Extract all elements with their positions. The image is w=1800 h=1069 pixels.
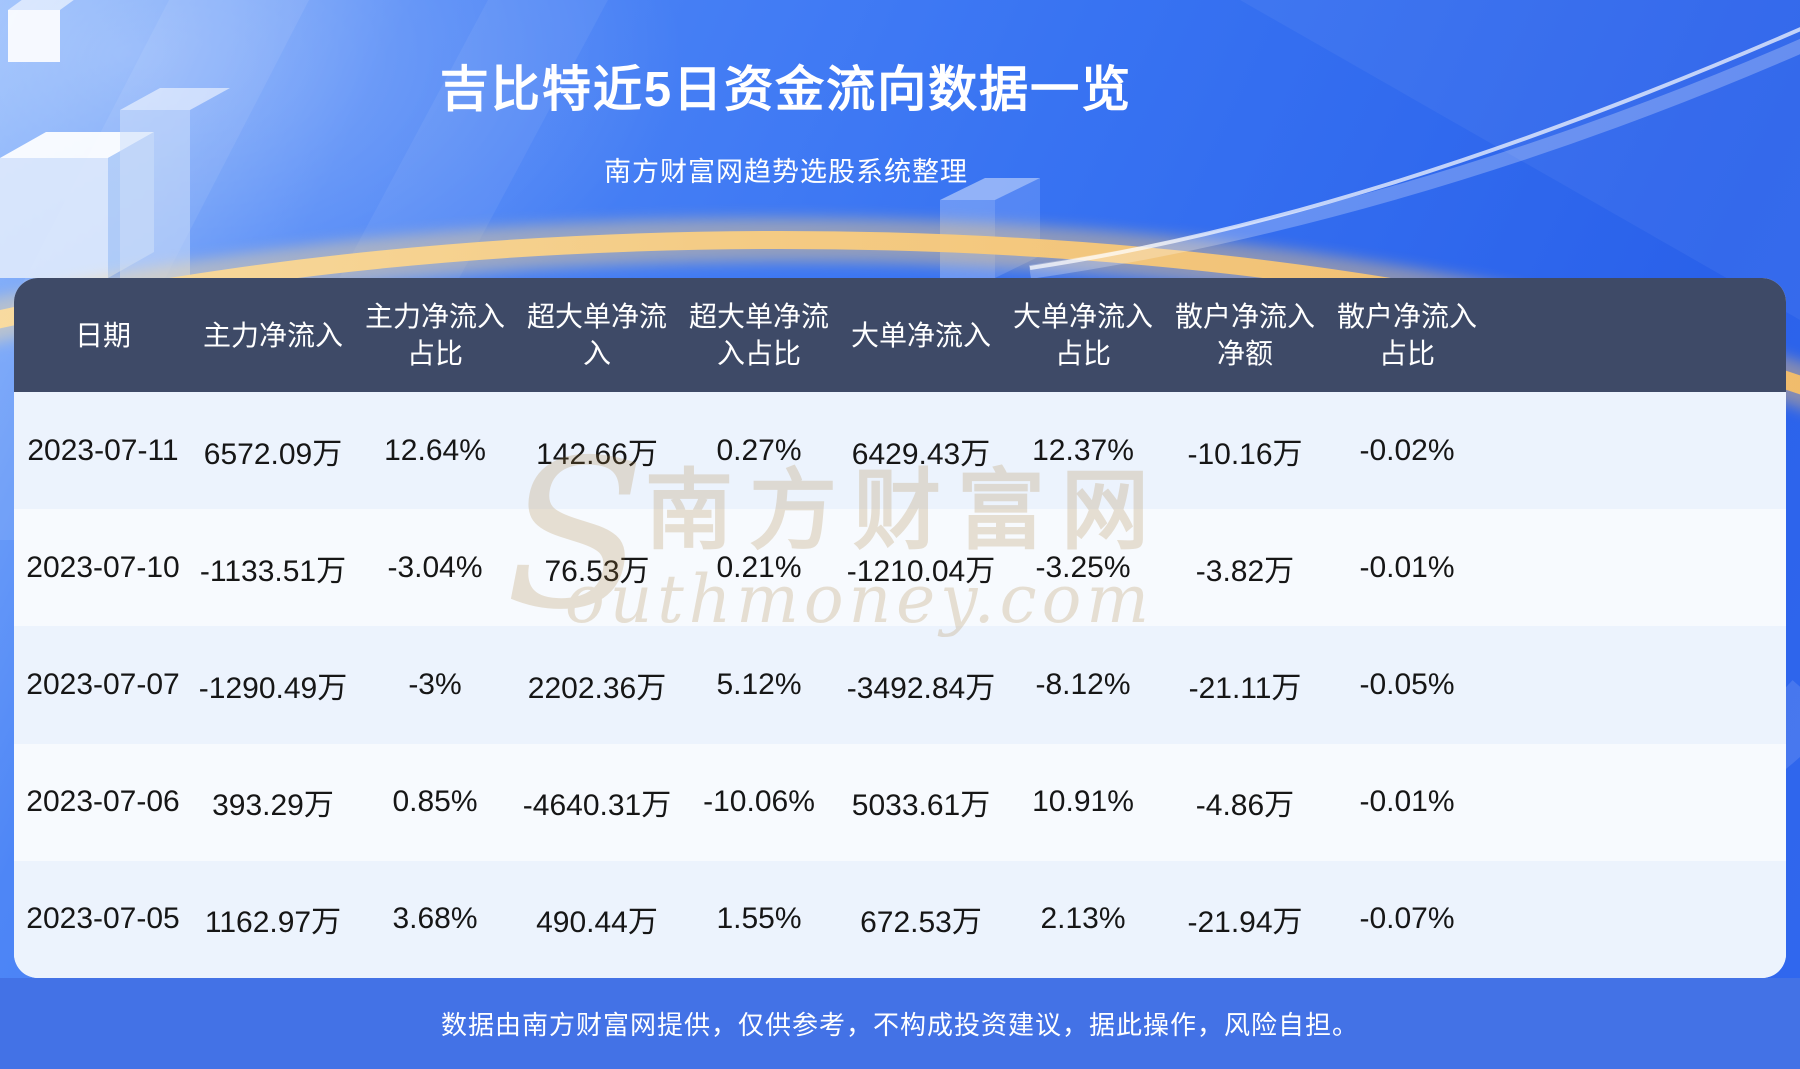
table-cell-filler <box>1488 392 1786 509</box>
column-header-label: 散户净流入 <box>1336 301 1477 332</box>
table-row: 2023-07-07 -1290.49万 -3% 2202.36万 5.12% … <box>14 626 1786 744</box>
column-header-label: 占比 <box>1054 338 1111 369</box>
table-cell: 5.12% <box>716 667 802 701</box>
table-cell: 10.91% <box>1032 785 1134 819</box>
table-cell: -3.25% <box>1035 550 1131 584</box>
column-header-label: 占比 <box>1378 338 1435 369</box>
table-cell: 2023-07-05 <box>26 902 180 936</box>
table-cell: -4.86万 <box>1195 789 1295 823</box>
table-cell: 2202.36万 <box>527 671 667 705</box>
column-header-label: 主力净流入 <box>364 301 505 332</box>
table-cell: 12.37% <box>1032 433 1134 467</box>
column-header-label: 日期 <box>74 319 131 351</box>
footer-disclaimer: 数据由南方财富网提供，仅供参考，不构成投资建议，据此操作，风险自担。 <box>440 1010 1359 1040</box>
table-cell: -0.02% <box>1359 433 1455 467</box>
table-cell: -10.16万 <box>1187 437 1303 471</box>
column-header-label: 超大单净流 <box>526 301 667 332</box>
column-header-large-order-net-inflow: 大单净流入 <box>840 278 1002 392</box>
table-cell: 2023-07-11 <box>27 433 179 467</box>
column-header-label: 超大单净流 <box>688 301 829 332</box>
fund-flow-table: 日期 主力净流入 主力净流入 占比 超大单净流 入 超大单净流 入占比 大单净流… <box>14 278 1786 978</box>
table-cell-filler <box>1488 861 1786 978</box>
table-cell: 490.44万 <box>536 906 658 940</box>
table-cell: -1133.51万 <box>199 554 347 588</box>
table-cell: -0.01% <box>1359 550 1455 584</box>
table-cell: -0.07% <box>1359 902 1455 936</box>
column-header-retail-net-inflow: 散户净流入 净额 <box>1164 278 1326 392</box>
column-header-label: 入 <box>582 338 611 369</box>
table-cell-filler <box>1488 744 1786 861</box>
column-header-label: 大单净流入 <box>850 319 991 351</box>
table-cell: -3.82万 <box>1195 554 1295 588</box>
table-cell: -3.04% <box>387 550 483 584</box>
column-header-label: 占比 <box>406 338 463 369</box>
gold-arc <box>0 218 1800 409</box>
table-cell: 12.64% <box>384 433 486 467</box>
table-cell: 3.68% <box>392 902 478 936</box>
table-cell: -0.01% <box>1359 785 1455 819</box>
column-header-xl-order-net-inflow: 超大单净流 入 <box>516 278 678 392</box>
table-cell: 0.85% <box>392 785 478 819</box>
table-cell: 1162.97万 <box>204 906 342 940</box>
column-header-xl-order-net-inflow-ratio: 超大单净流 入占比 <box>678 278 840 392</box>
table-cell: 2023-07-06 <box>26 785 180 819</box>
column-header-main-net-inflow: 主力净流入 <box>192 278 354 392</box>
table-row: 2023-07-10 -1133.51万 -3.04% 76.53万 0.21%… <box>14 509 1786 627</box>
column-header-large-order-net-inflow-ratio: 大单净流入 占比 <box>1002 278 1164 392</box>
table-cell: 2.13% <box>1040 902 1126 936</box>
table-cell: 0.21% <box>716 550 802 584</box>
table-cell: -3492.84万 <box>846 671 996 705</box>
column-header-retail-net-inflow-ratio: 散户净流入 占比 <box>1326 278 1488 392</box>
column-header-label: 主力净流入 <box>202 319 343 351</box>
table-cell: 76.53万 <box>544 554 650 588</box>
page-title: 吉比特近5日资金流向数据一览 <box>439 63 1133 117</box>
table-row: 2023-07-06 393.29万 0.85% -4640.31万 -10.0… <box>14 743 1786 861</box>
table-cell: 5033.61万 <box>851 789 991 823</box>
table-cell: -1290.49万 <box>198 671 348 705</box>
table-cell-filler <box>1488 626 1786 743</box>
column-header-label: 大单净流入 <box>1012 301 1153 332</box>
table-cell: 1.55% <box>716 902 802 936</box>
table-cell-filler <box>1488 509 1786 626</box>
table-cell: 6572.09万 <box>203 437 343 471</box>
table-cell: -21.94万 <box>1187 906 1303 940</box>
table-cell: 393.29万 <box>212 789 334 823</box>
page-subtitle: 南方财富网趋势选股系统整理 <box>604 157 968 187</box>
table-cell: 142.66万 <box>536 437 658 471</box>
table-header-row: 日期 主力净流入 主力净流入 占比 超大单净流 入 超大单净流 入占比 大单净流… <box>14 278 1786 392</box>
column-header-label: 散户净流入 <box>1174 301 1315 332</box>
table-cell: -10.06% <box>703 785 815 819</box>
column-header-date: 日期 <box>14 278 192 392</box>
column-header-filler <box>1488 278 1786 392</box>
table-cell: -0.05% <box>1359 667 1455 701</box>
table-cell: 2023-07-10 <box>26 550 180 584</box>
table-cell: 672.53万 <box>860 906 982 940</box>
column-header-label: 净额 <box>1216 338 1273 369</box>
table-cell: -8.12% <box>1035 667 1131 701</box>
table-cell: 2023-07-07 <box>26 667 180 701</box>
table-cell: 6429.43万 <box>851 437 991 471</box>
table-cell: -4640.31万 <box>522 789 672 823</box>
table-row: 2023-07-05 1162.97万 3.68% 490.44万 1.55% … <box>14 860 1786 978</box>
column-header-main-net-inflow-ratio: 主力净流入 占比 <box>354 278 516 392</box>
table-body: 2023-07-11 6572.09万 12.64% 142.66万 0.27%… <box>14 392 1786 978</box>
table-cell: 0.27% <box>716 433 802 467</box>
footer-bar: 数据由南方财富网提供，仅供参考，不构成投资建议，据此操作，风险自担。 <box>0 978 1800 1069</box>
buildings-icon <box>0 0 230 278</box>
table-row: 2023-07-11 6572.09万 12.64% 142.66万 0.27%… <box>14 392 1786 510</box>
column-header-label: 入占比 <box>716 338 801 369</box>
table-cell: -21.11万 <box>1188 671 1302 705</box>
table-cell: -1210.04万 <box>846 554 996 588</box>
table-cell: -3% <box>408 667 462 701</box>
